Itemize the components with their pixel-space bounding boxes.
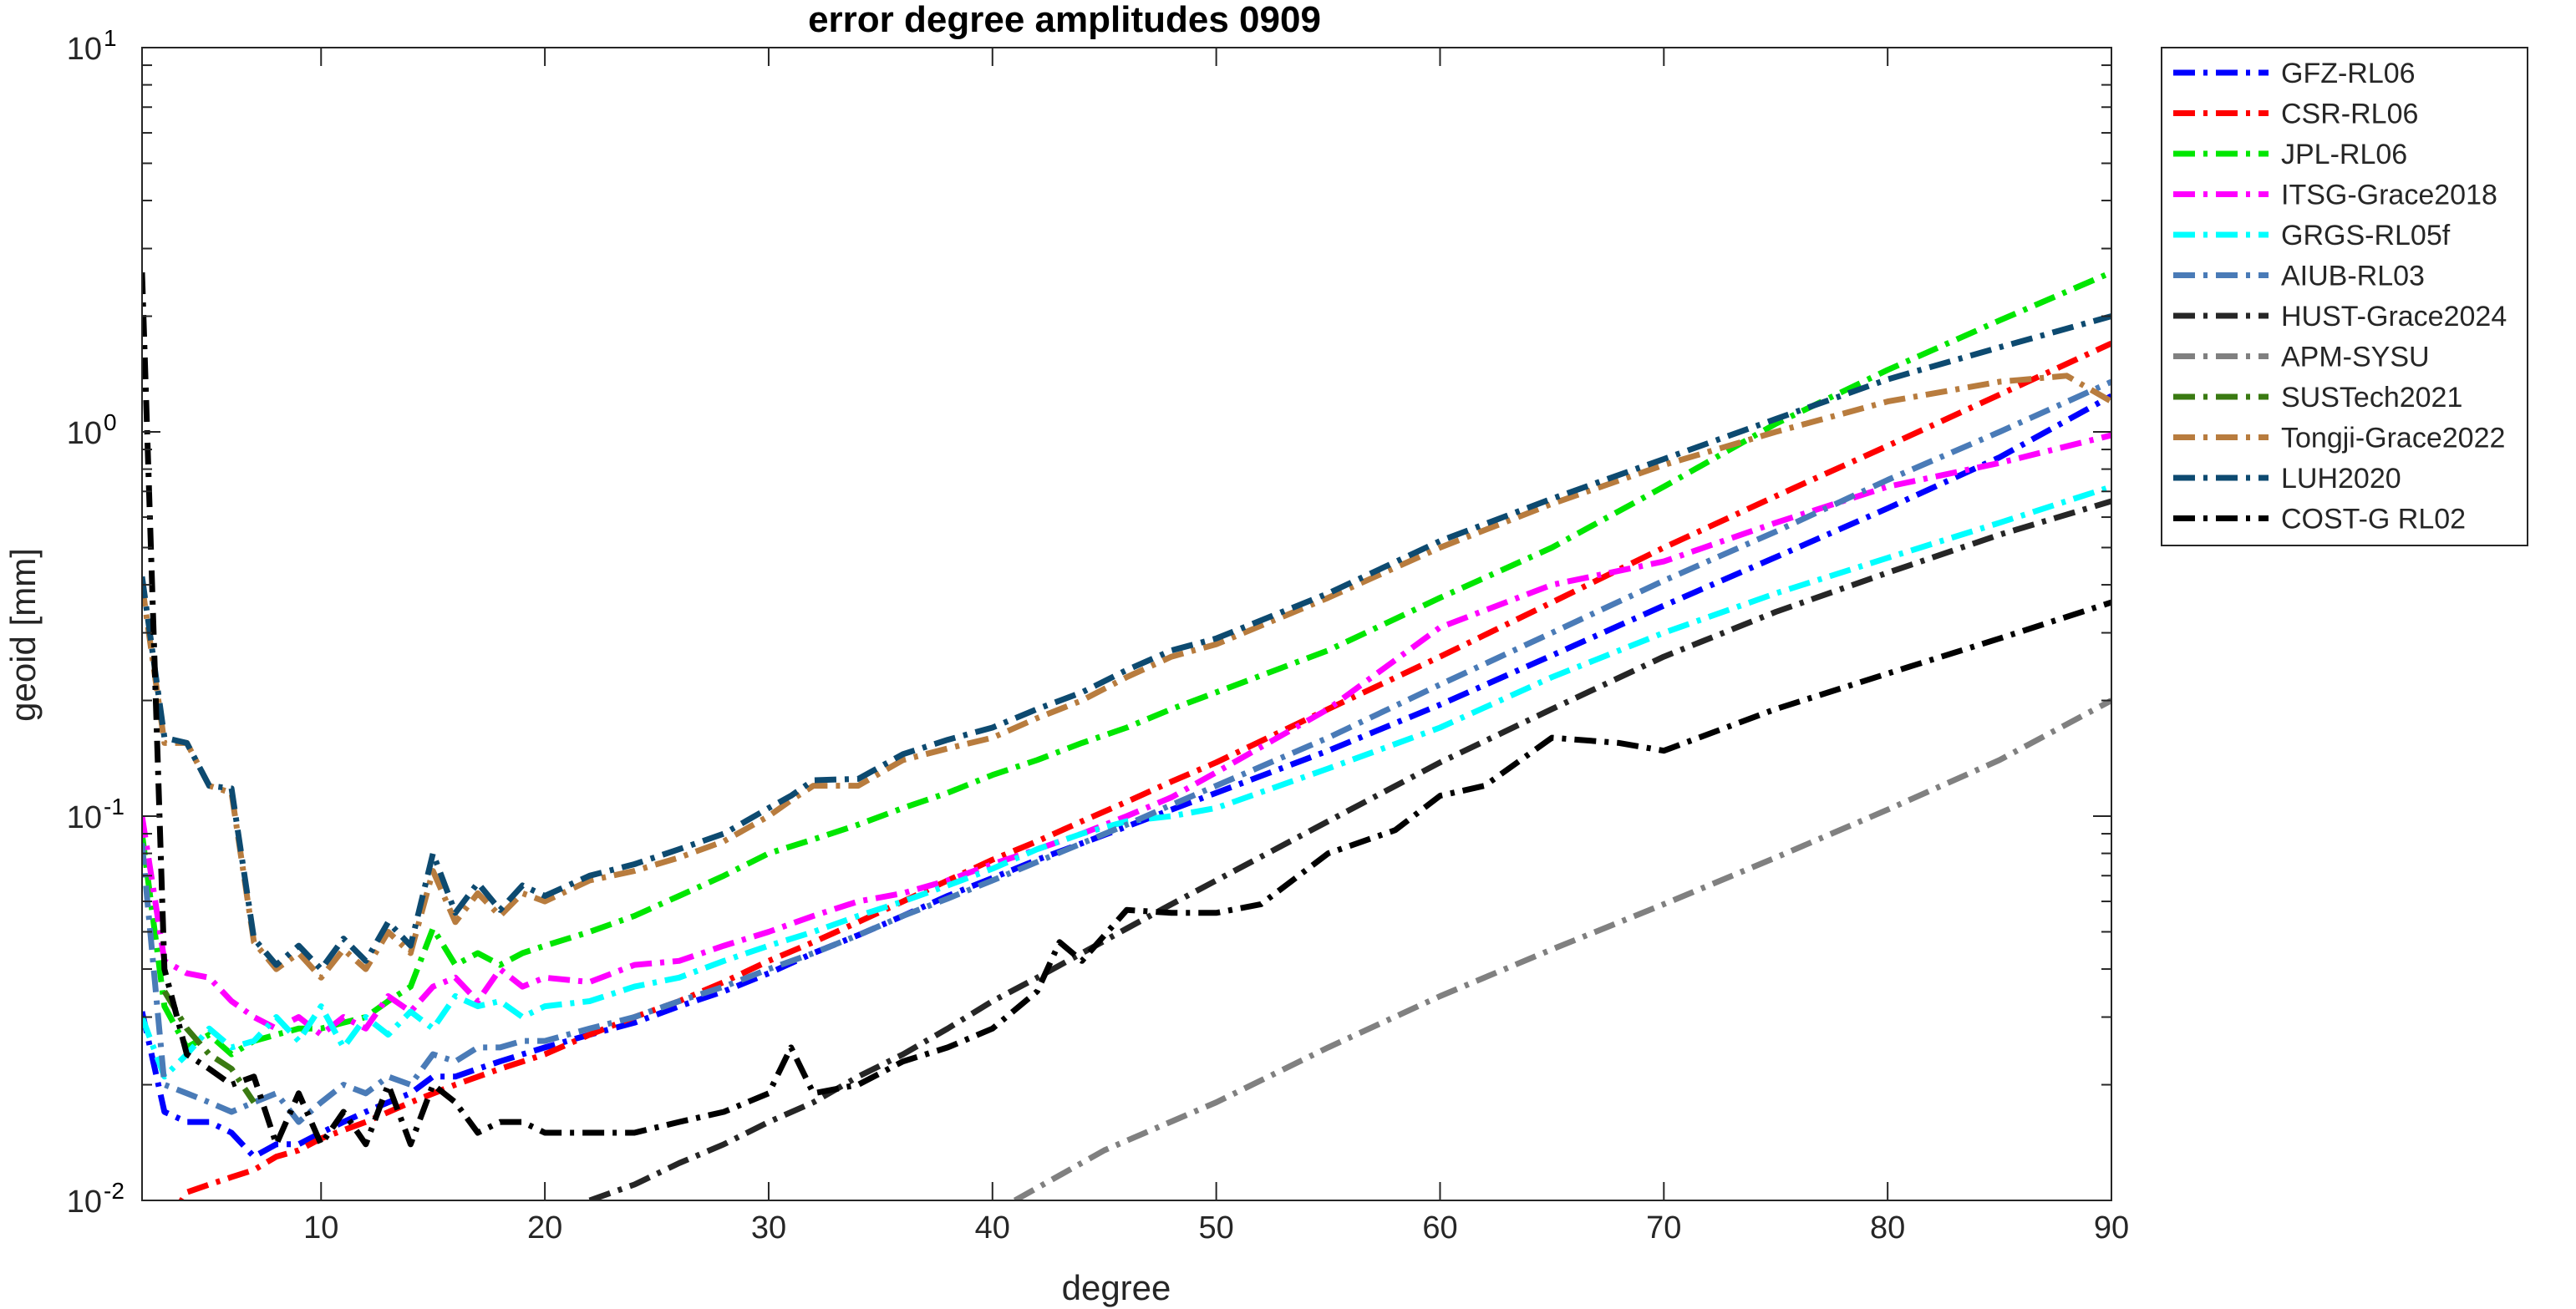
legend-label-csr-rl06: CSR-RL06 xyxy=(2281,99,2418,130)
x-tick-label: 50 xyxy=(1198,1210,1233,1246)
x-tick-label: 40 xyxy=(975,1210,1010,1246)
x-tick-label: 10 xyxy=(303,1210,338,1246)
series-line-cost-g-rl02 xyxy=(142,271,2111,1148)
chart-title: error degree amplitudes 0909 xyxy=(808,0,1321,40)
legend-box xyxy=(2161,47,2528,546)
series-line-hust-grace2024 xyxy=(588,498,2111,1200)
y-tick-label: 10 xyxy=(67,800,102,835)
series-line-apm-sysu xyxy=(1013,698,2111,1200)
series-line-sustech2021 xyxy=(161,989,257,1104)
x-tick-label: 80 xyxy=(1870,1210,1905,1246)
plot-background xyxy=(142,48,2111,1200)
legend-label-luh2020: LUH2020 xyxy=(2281,463,2401,495)
y-tick-label: 10 xyxy=(67,1185,102,1220)
legend-label-aiub-rl03: AIUB-RL03 xyxy=(2281,261,2425,292)
x-tick-label: 90 xyxy=(2094,1210,2129,1246)
legend-label-jpl-rl06: JPL-RL06 xyxy=(2281,139,2407,170)
series-line-tongji-grace2022 xyxy=(142,373,2111,981)
legend-label-tongji-grace2022: Tongji-Grace2022 xyxy=(2281,423,2505,454)
legend-label-sustech2021: SUSTech2021 xyxy=(2281,382,2462,414)
legend-label-grgs-rl05f: GRGS-RL05f xyxy=(2281,220,2451,251)
legend-label-hust-grace2024: HUST-Grace2024 xyxy=(2281,301,2507,332)
y-axis-label: geoid [mm] xyxy=(3,548,43,722)
y-tick-exponent: -1 xyxy=(104,794,124,819)
plot-area xyxy=(142,48,2111,1200)
legend-label-cost-g-rl02: COST-G RL02 xyxy=(2281,504,2466,535)
series-line-itsg-grace2018 xyxy=(142,432,2111,1038)
series-lines xyxy=(142,269,2111,1200)
y-tick-exponent: -2 xyxy=(104,1178,124,1204)
series-line-gfz-rl06 xyxy=(142,393,2111,1160)
x-tick-label: 60 xyxy=(1422,1210,1457,1246)
series-line-luh2020 xyxy=(142,313,2111,972)
series-line-csr-rl06 xyxy=(178,340,2111,1200)
y-tick-label: 10 xyxy=(67,416,102,451)
x-axis-label: degree xyxy=(1062,1268,1171,1307)
y-tick-exponent: 0 xyxy=(104,409,117,435)
series-line-aiub-rl03 xyxy=(142,378,2111,1125)
legend: GFZ-RL06 CSR-RL06 JPL-RL06 ITSG-Grace2018 GR… xyxy=(2161,47,2528,546)
legend-label-itsg-grace2018: ITSG-Grace2018 xyxy=(2281,180,2497,211)
x-tick-label: 70 xyxy=(1646,1210,1681,1246)
y-tick-label: 10 xyxy=(67,32,102,67)
legend-label-gfz-rl06: GFZ-RL06 xyxy=(2281,58,2416,89)
axes-box xyxy=(141,47,2112,1201)
y-tick-exponent: 1 xyxy=(104,25,117,51)
series-line-jpl-rl06 xyxy=(142,269,2111,1058)
x-tick-label: 20 xyxy=(527,1210,562,1246)
x-tick-label: 30 xyxy=(751,1210,786,1246)
legend-label-apm-sysu: APM-SYSU xyxy=(2281,342,2430,373)
